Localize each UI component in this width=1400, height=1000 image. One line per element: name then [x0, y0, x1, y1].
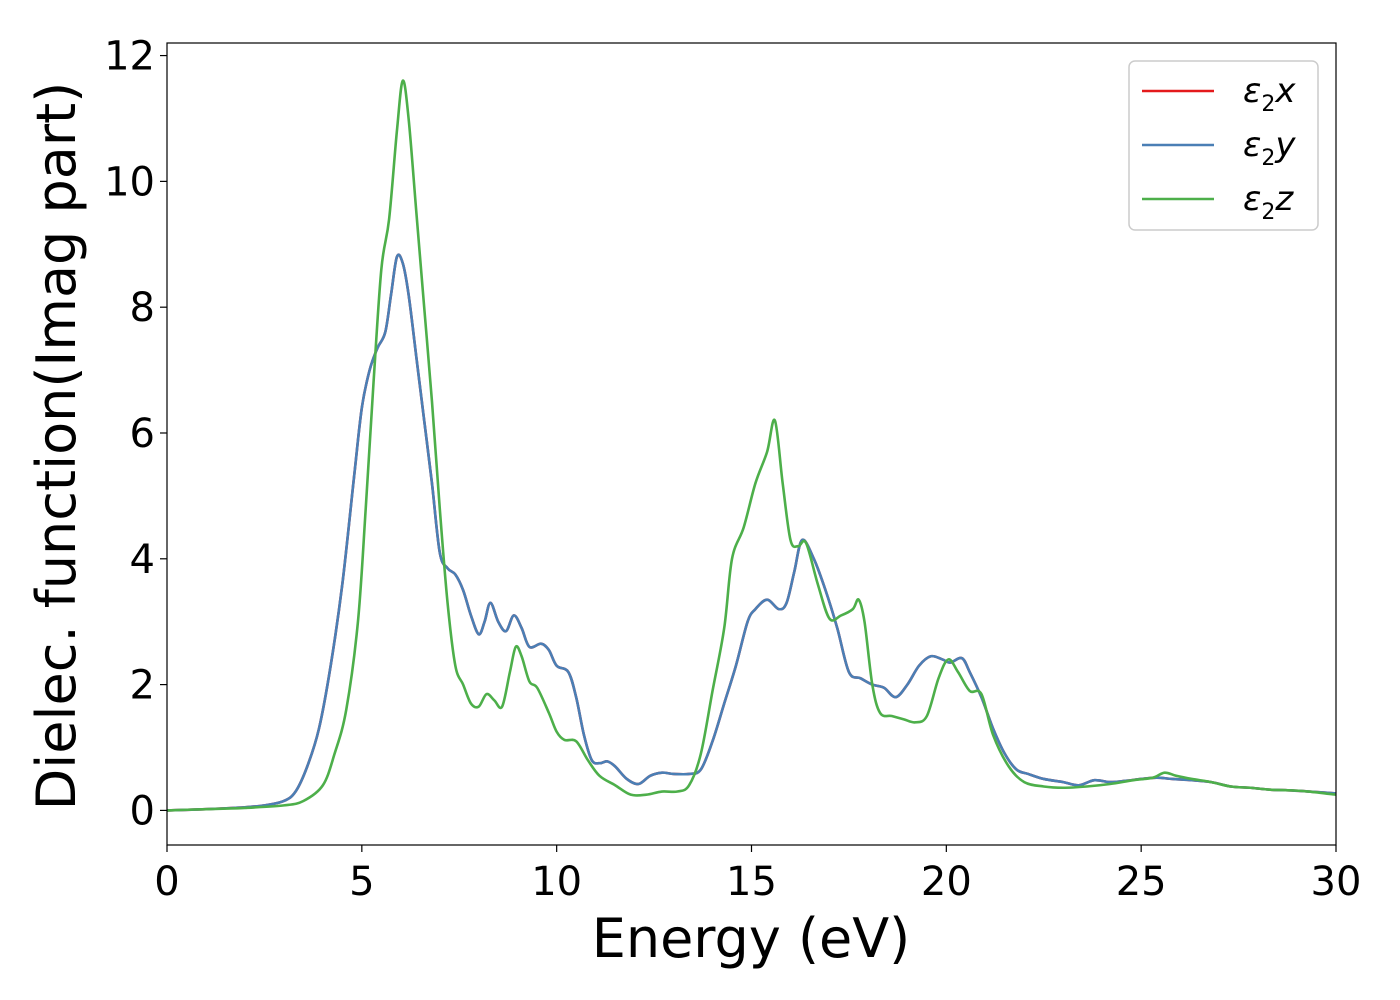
legend-subscript: 2: [1261, 200, 1275, 225]
series-line-y: [167, 253, 1336, 812]
legend-label-x: ε2x: [1243, 71, 1296, 117]
y-tick-label: 6: [130, 411, 155, 457]
legend-box: [1128, 60, 1319, 231]
x-tick-label: 0: [154, 859, 179, 905]
x-tick-label: 15: [726, 859, 777, 905]
legend-symbol: ε: [1243, 125, 1261, 165]
legend-symbol: ε: [1243, 179, 1261, 219]
y-tick-label: 2: [130, 663, 155, 709]
y-axis-title: Dielec. function(Imag part): [25, 82, 88, 811]
legend-variable: y: [1274, 125, 1296, 165]
legend-label-z: ε2z: [1243, 179, 1294, 225]
x-tick-label: 5: [349, 859, 374, 905]
y-tick-label: 12: [104, 34, 155, 80]
y-tick-label: 0: [130, 788, 155, 834]
legend-symbol: ε: [1243, 71, 1261, 111]
legend-subscript: 2: [1261, 92, 1275, 117]
y-tick-label: 8: [130, 285, 155, 331]
y-tick-label: 10: [104, 159, 155, 205]
y-tick-label: 4: [130, 537, 155, 583]
series-layer: [167, 79, 1336, 812]
y-axis: 0 2 4 6 8 10 12: [104, 34, 167, 834]
series-lines: [167, 79, 1336, 812]
legend-variable: x: [1274, 71, 1296, 111]
x-tick-label: 20: [921, 859, 972, 905]
x-axis: 0 5 10 15 20 25 30: [154, 845, 1361, 905]
legend-variable: z: [1274, 179, 1294, 219]
x-axis-title: Energy (eV): [592, 907, 911, 970]
series-line-z: [167, 79, 1336, 812]
x-tick-label: 25: [1116, 859, 1167, 905]
legend-subscript: 2: [1261, 146, 1275, 171]
x-tick-label: 30: [1311, 859, 1362, 905]
x-tick-label: 10: [531, 859, 582, 905]
legend-label-y: ε2y: [1243, 125, 1296, 171]
